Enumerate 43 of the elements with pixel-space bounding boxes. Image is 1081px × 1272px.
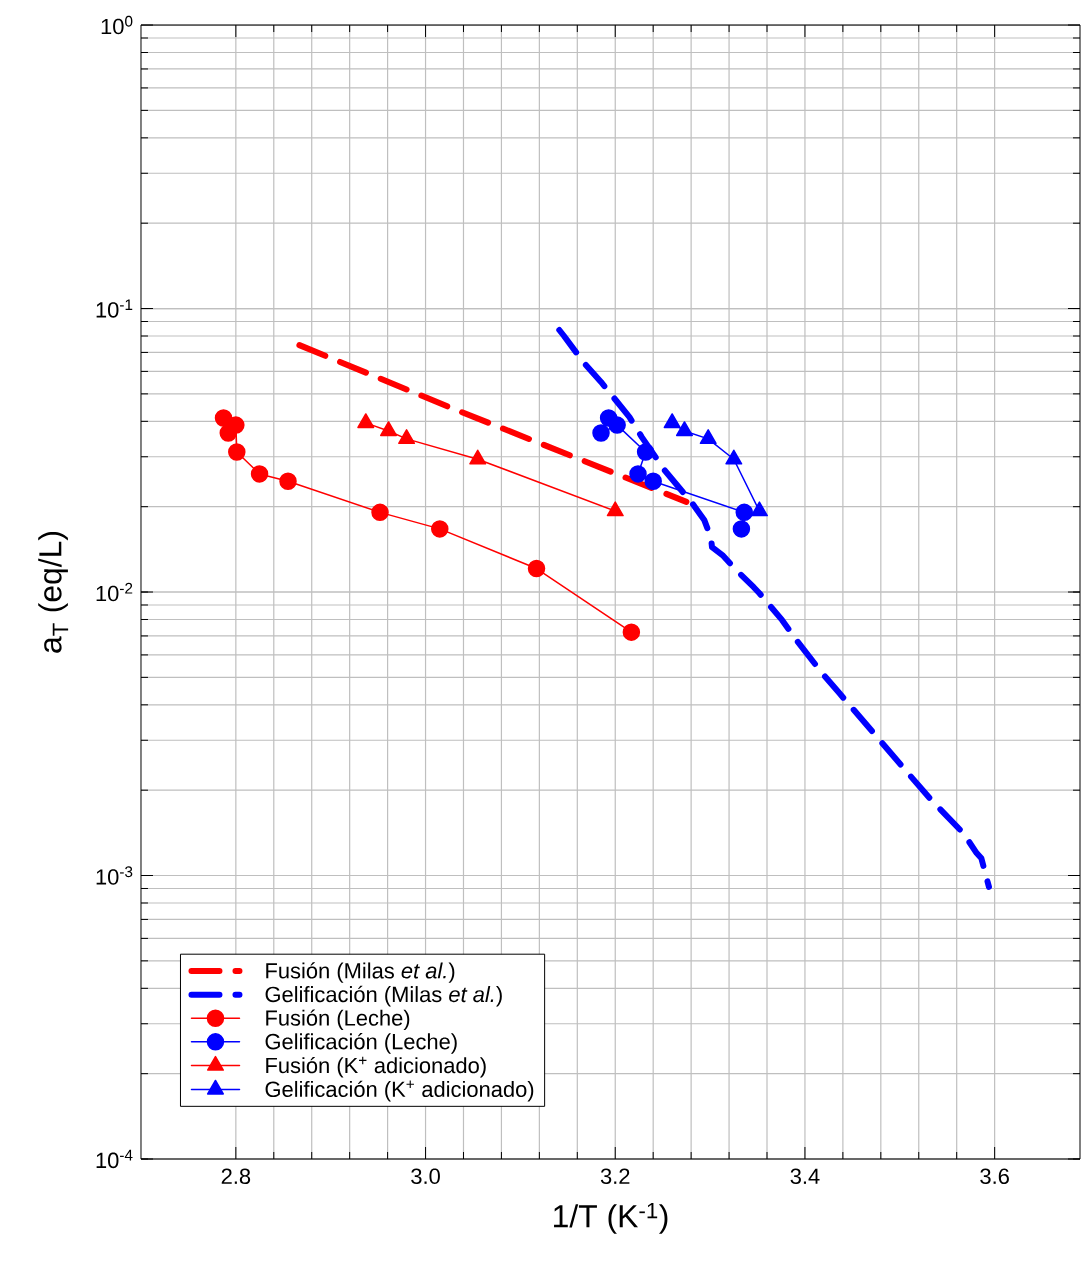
point bbox=[357, 413, 375, 429]
point bbox=[279, 472, 297, 490]
x-tick-label: 3.4 bbox=[790, 1168, 820, 1185]
point bbox=[644, 472, 662, 490]
point bbox=[371, 503, 389, 522]
point bbox=[606, 501, 624, 517]
point bbox=[608, 416, 626, 434]
y-tick-label: 10$^{-4}$ bbox=[96, 1149, 133, 1169]
point bbox=[732, 520, 751, 538]
point bbox=[622, 623, 641, 641]
point bbox=[228, 443, 246, 461]
point bbox=[636, 443, 655, 461]
legend-label: Gelificación (Leche) bbox=[265, 1033, 457, 1054]
point bbox=[735, 503, 753, 522]
point bbox=[527, 559, 546, 578]
point bbox=[675, 421, 694, 437]
point bbox=[629, 465, 647, 483]
x-axis-title: 1/T (K$^{-1}$) bbox=[554, 1202, 668, 1234]
y-tick-label: 10$^{-1}$ bbox=[96, 299, 133, 318]
point bbox=[431, 520, 449, 538]
point bbox=[725, 449, 743, 465]
point bbox=[592, 424, 610, 442]
y-tick-label: 10$^{-2}$ bbox=[96, 582, 133, 602]
point bbox=[250, 465, 269, 483]
x-tick-label: 2.8 bbox=[221, 1168, 251, 1185]
legend-label: Fusión (K$^{+}$ adicionado) bbox=[266, 1056, 486, 1078]
point bbox=[380, 421, 398, 437]
y-tick-label: 10$^{-3}$ bbox=[96, 866, 133, 885]
point bbox=[750, 501, 768, 517]
x-tick-label: 3.0 bbox=[411, 1168, 440, 1185]
x-tick-label: 3.6 bbox=[980, 1168, 1009, 1185]
y-axis-title: a$_{T}$ (eq/L) bbox=[38, 532, 69, 653]
point bbox=[227, 416, 245, 434]
legend-label: Gelificación (K$^{+}$ adicionado) bbox=[265, 1080, 534, 1102]
legend-label: Fusión (Leche) bbox=[266, 1009, 410, 1031]
legend-label: Gelificación (Milas et al.) bbox=[265, 985, 502, 1007]
legend-label: Fusión (Milas et al.) bbox=[266, 962, 455, 983]
point bbox=[469, 449, 487, 465]
point bbox=[663, 413, 681, 429]
y-tick-label: 10$^{0}$ bbox=[101, 15, 133, 35]
x-tick-label: 3.2 bbox=[600, 1168, 630, 1185]
point bbox=[699, 429, 717, 445]
point bbox=[398, 429, 416, 445]
